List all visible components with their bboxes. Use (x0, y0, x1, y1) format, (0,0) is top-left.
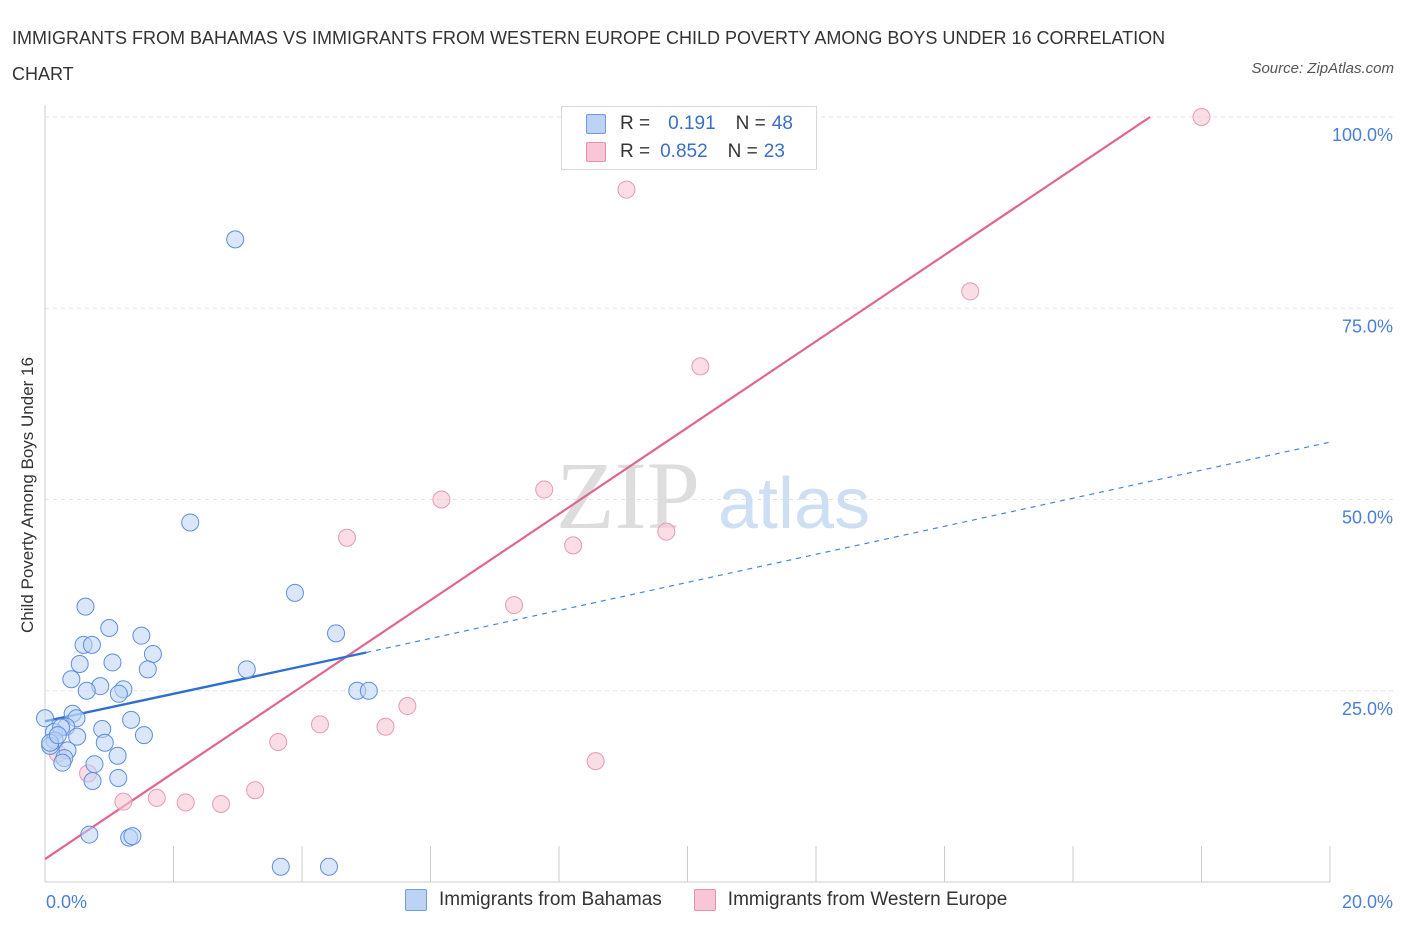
legend-row-bahamas: R = 0.191 N = 48 (586, 111, 793, 137)
data-point-bahamas (285, 583, 304, 602)
legend-swatch-pink (586, 142, 606, 162)
source-label: Source: ZipAtlas.com (1251, 60, 1394, 77)
data-point-bahamas (62, 670, 81, 689)
series-bahamas-points (36, 230, 378, 876)
legend-item-western-europe[interactable]: Immigrants from Western Europe (693, 889, 1008, 911)
data-point-bahamas (143, 645, 162, 664)
watermark: ZIP atlas (556, 442, 870, 549)
data-point-bahamas (226, 230, 245, 249)
watermark-atlas: atlas (718, 464, 870, 544)
data-point-western-europe (586, 752, 605, 771)
data-point-bahamas (85, 755, 104, 774)
data-point-bahamas (181, 513, 200, 532)
legend-r-value: 0.852 (660, 141, 708, 162)
legend-r-label: R = (620, 113, 651, 134)
data-point-western-europe (310, 715, 329, 734)
trendlines (44, 116, 1331, 860)
data-point-western-europe (617, 180, 636, 199)
data-point-bahamas (95, 733, 114, 752)
data-point-western-europe (337, 528, 356, 547)
x-tick-label-min: 0.0% (46, 892, 87, 912)
data-point-bahamas (100, 619, 119, 638)
series-legend: Immigrants from Bahamas Immigrants from … (405, 889, 1039, 911)
data-point-western-europe (147, 788, 166, 807)
gridlines (45, 116, 1393, 692)
trendline-bahamas-extension (366, 441, 1331, 654)
data-point-bahamas (48, 726, 67, 745)
data-point-western-europe (246, 781, 265, 800)
data-point-bahamas (70, 654, 89, 673)
legend-swatch-blue (586, 114, 606, 134)
y-tick-labels: 25.0% 50.0% 75.0% 100.0% (1332, 125, 1393, 719)
data-point-bahamas (80, 825, 99, 844)
x-tick-label-max: 20.0% (1342, 892, 1393, 912)
data-point-western-europe (398, 697, 417, 716)
legend-n-label: N = (735, 113, 766, 134)
data-point-bahamas (271, 857, 290, 876)
data-point-bahamas (134, 726, 153, 745)
data-point-bahamas (132, 626, 151, 645)
trendline-bahamas (44, 651, 367, 723)
y-tick-label: 100.0% (1332, 125, 1393, 145)
legend-label-western-europe: Immigrants from Western Europe (727, 889, 1008, 910)
legend-r-value: 0.191 (668, 113, 716, 134)
data-point-bahamas (103, 653, 122, 672)
data-point-western-europe (535, 480, 554, 499)
data-point-western-europe (961, 282, 980, 301)
correlation-legend: R = 0.191 N = 48 R = 0.852 N = 23 (561, 106, 817, 170)
trendline-western-europe (44, 116, 1151, 860)
legend-label-bahamas: Immigrants from Bahamas (439, 889, 662, 910)
data-point-bahamas (138, 660, 157, 679)
data-point-western-europe (269, 733, 288, 752)
legend-item-bahamas[interactable]: Immigrants from Bahamas (405, 889, 662, 911)
data-point-western-europe (1192, 108, 1211, 126)
data-point-bahamas (82, 635, 101, 654)
data-point-bahamas (359, 681, 378, 700)
data-point-western-europe (212, 794, 231, 813)
data-point-western-europe (432, 490, 451, 509)
legend-swatch-blue (405, 889, 427, 911)
legend-r-label: R = (620, 141, 651, 162)
data-point-western-europe (114, 792, 133, 811)
data-point-bahamas (36, 709, 54, 728)
data-point-western-europe (657, 522, 676, 541)
legend-n-value: 48 (771, 113, 793, 134)
data-point-bahamas (53, 753, 72, 772)
data-point-western-europe (691, 357, 710, 376)
y-tick-label: 50.0% (1342, 508, 1393, 528)
data-point-bahamas (77, 681, 96, 700)
legend-row-western-europe: R = 0.852 N = 23 (586, 139, 785, 165)
legend-n-value: 23 (763, 141, 785, 162)
data-point-western-europe (176, 793, 195, 812)
y-tick-label: 75.0% (1342, 316, 1393, 336)
data-point-bahamas (123, 827, 142, 846)
legend-swatch-pink (693, 889, 716, 911)
data-point-western-europe (505, 596, 524, 615)
y-tick-label: 25.0% (1342, 699, 1393, 719)
data-point-bahamas (109, 684, 128, 703)
data-point-bahamas (68, 727, 87, 746)
watermark-zip: ZIP (556, 442, 700, 549)
legend-n-label: N = (727, 141, 758, 162)
data-point-bahamas (319, 857, 338, 876)
data-point-bahamas (83, 772, 102, 791)
data-point-bahamas (108, 746, 127, 765)
data-point-western-europe (376, 717, 395, 736)
chart-title: IMMIGRANTS FROM BAHAMAS VS IMMIGRANTS FR… (12, 28, 1166, 84)
data-point-bahamas (122, 710, 141, 729)
data-point-bahamas (237, 660, 256, 679)
data-point-bahamas (109, 768, 128, 787)
data-point-bahamas (76, 597, 95, 616)
data-point-western-europe (564, 536, 583, 555)
data-point-bahamas (327, 624, 346, 643)
